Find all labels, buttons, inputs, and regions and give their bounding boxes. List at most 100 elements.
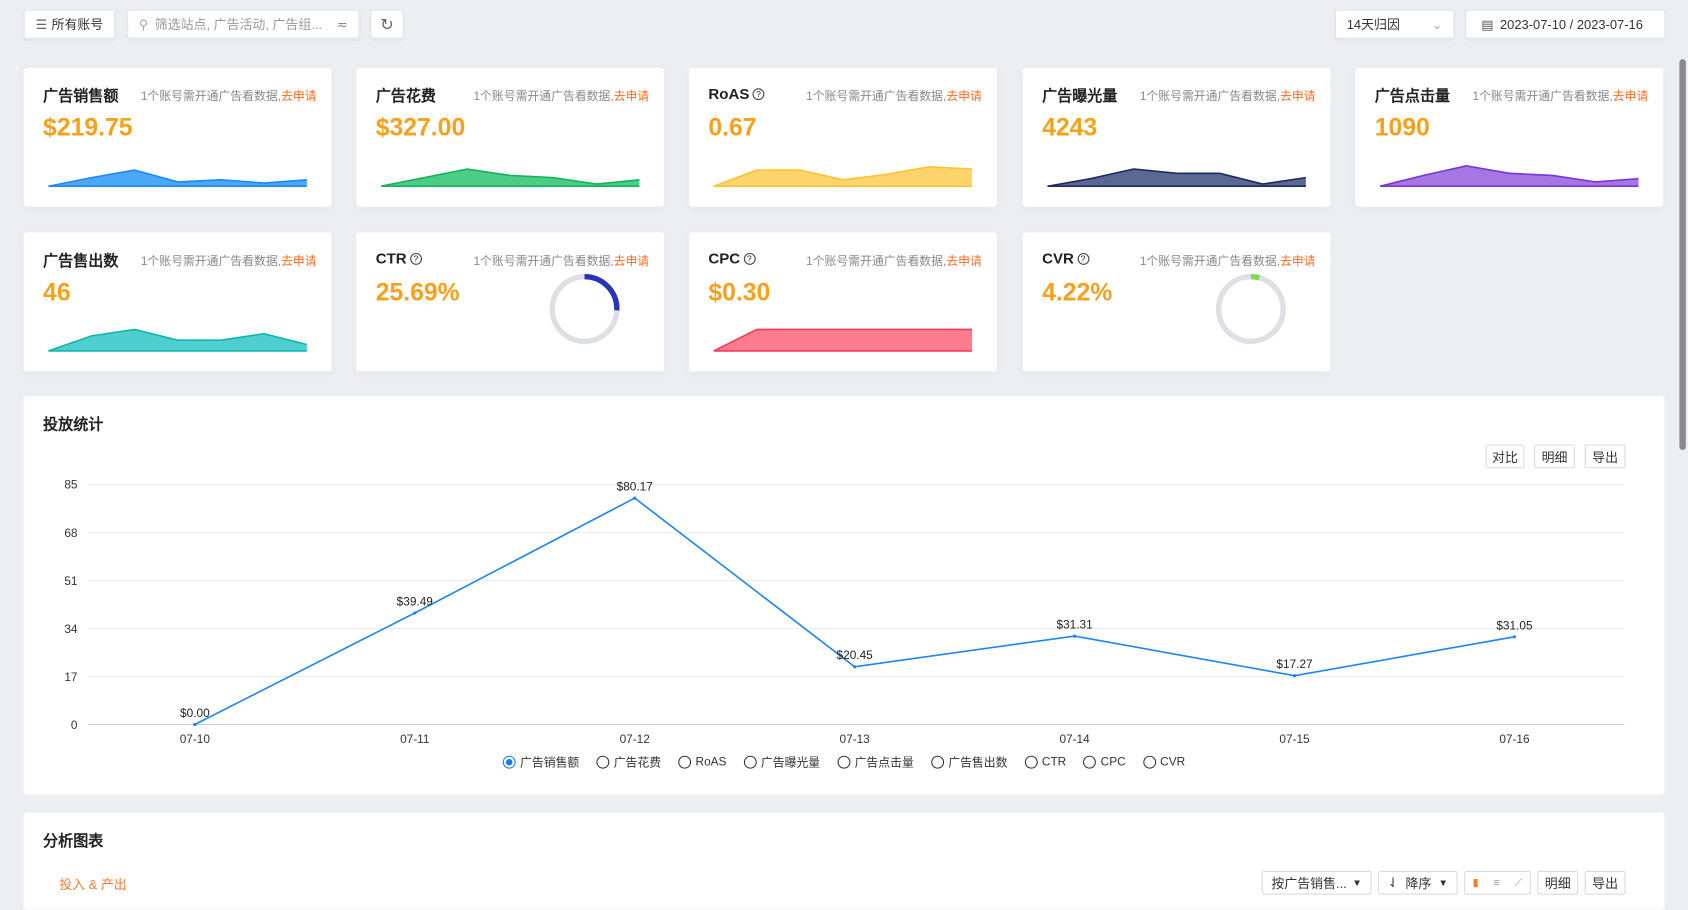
stats-panel: 投放统计 对比 明细 导出 0 17 34 51 68 85 07-10 07-11 07-12… [23, 396, 1665, 795]
sparkline-area [713, 329, 973, 351]
apply-link[interactable]: 去申请 [1279, 255, 1316, 269]
sort-by-select[interactable]: 按广告销售... ▼ [1261, 870, 1372, 895]
card-title: 广告销售额 [43, 87, 119, 105]
analysis-detail-button[interactable]: 明细 [1537, 870, 1579, 895]
apply-link[interactable]: 去申请 [613, 90, 650, 104]
card-notice: 1个账号需开通广告看数据,去申请 [140, 255, 317, 269]
help-icon[interactable]: ? [752, 87, 765, 100]
apply-link[interactable]: 去申请 [280, 90, 317, 104]
radio-icon[interactable] [837, 755, 851, 769]
legend-radio[interactable]: 广告曝光量 [743, 754, 820, 771]
y-tick-label: 17 [64, 670, 77, 684]
radio-icon[interactable] [931, 755, 944, 769]
radio-icon[interactable] [743, 755, 757, 769]
ring-progress [1215, 273, 1286, 344]
sparkline-line [1047, 168, 1306, 188]
help-icon[interactable]: ? [743, 252, 756, 265]
legend-radio[interactable]: 广告花费 [596, 754, 661, 771]
sparkline [1047, 168, 1306, 188]
card-value: $0.30 [708, 277, 771, 306]
compare-button[interactable]: 对比 [1485, 444, 1525, 469]
legend-radio[interactable]: CPC [1083, 754, 1126, 771]
legend-radio[interactable]: 广告销售额 [502, 754, 579, 771]
line-chart-icon[interactable]: ⟋ [1514, 876, 1523, 889]
scrollbar[interactable] [1679, 59, 1686, 450]
tab-input-output[interactable]: 投入 & 产出 [59, 877, 127, 893]
help-icon[interactable]: ? [1077, 252, 1089, 265]
card-title: 广告售出数 [43, 251, 119, 270]
radio-icon[interactable] [502, 755, 516, 769]
card-value: 4243 [1042, 113, 1098, 142]
help-icon[interactable]: ? [409, 252, 422, 265]
card-notice: 1个账号需开通广告看数据,去申请 [1472, 90, 1649, 104]
card-value: 46 [43, 277, 71, 306]
x-tick-label: 07-15 [1279, 732, 1310, 746]
legend-radio[interactable]: RoAS [678, 754, 726, 771]
radio-icon[interactable] [678, 755, 692, 769]
all-accounts-button[interactable]: ☰ 所有账号 [23, 9, 116, 39]
card-value: 25.69% [375, 277, 460, 306]
detail-button[interactable]: 明细 [1534, 444, 1575, 469]
sparkline [713, 328, 973, 352]
apply-link[interactable]: 去申请 [946, 90, 982, 104]
sparkline-area [713, 166, 973, 187]
card-notice: 1个账号需开通广告看数据,去申请 [806, 90, 982, 104]
attribution-select[interactable]: 14天归因 ⌄ [1334, 9, 1455, 39]
y-tick-label: 68 [64, 526, 78, 540]
data-label: $80.17 [617, 480, 653, 494]
legend-radio[interactable]: CTR [1024, 754, 1066, 771]
chevron-down-icon: ⌄ [1431, 16, 1443, 32]
radio-icon[interactable] [596, 755, 610, 769]
line-chart: 0 17 34 51 68 85 07-10 07-11 07-12 07-13 07-14 07-1… [64, 478, 1625, 746]
menu-icon: ☰ [35, 16, 48, 32]
caret-down-icon: ▼ [1352, 877, 1362, 889]
refresh-button[interactable]: ↻ [370, 9, 404, 39]
filter-icon[interactable]: ≂ [336, 16, 348, 32]
card-title: 广告点击量 [1374, 87, 1451, 105]
y-tick-label: 85 [64, 478, 78, 492]
horizontal-bar-icon[interactable]: ≡ [1493, 876, 1500, 889]
analysis-title: 分析图表 [43, 832, 104, 850]
chart-legend: 广告销售额 广告花费 RoAS 广告曝光量 广告点击量 广告售出数 CTR CPC CVR [24, 754, 1665, 771]
y-tick-label: 0 [71, 718, 78, 732]
analysis-export-button[interactable]: 导出 [1584, 870, 1626, 895]
chart-type-group: ▮ ≡ ⟋ [1464, 870, 1531, 895]
radio-icon[interactable] [1083, 755, 1097, 769]
sparkline [48, 169, 307, 188]
date-range-picker[interactable]: ▤ 2023-07-10 / 2023-07-16 [1465, 9, 1666, 39]
metric-card: RoAS? 1个账号需开通广告看数据,去申请 0.67 [688, 67, 997, 207]
card-notice: 1个账号需开通广告看数据,去申请 [1139, 90, 1316, 104]
metric-card: CVR? 1个账号需开通广告看数据,去申请 4.22% [1022, 232, 1331, 372]
apply-link[interactable]: 去申请 [946, 255, 982, 269]
export-button[interactable]: 导出 [1584, 444, 1626, 469]
data-label: $17.27 [1276, 657, 1312, 671]
data-label: $0.00 [180, 706, 210, 720]
legend-radio[interactable]: CVR [1142, 754, 1185, 771]
data-point [1292, 674, 1297, 678]
radio-icon[interactable] [1024, 755, 1038, 769]
legend-radio[interactable]: 广告售出数 [931, 754, 1007, 771]
order-select[interactable]: ⇃ 降序 ▼ [1377, 870, 1458, 895]
card-notice: 1个账号需开通广告看数据,去申请 [140, 90, 317, 104]
bar-chart-icon[interactable]: ▮ [1472, 876, 1479, 889]
card-value: 4.22% [1042, 277, 1113, 306]
radio-icon[interactable] [1142, 755, 1156, 769]
apply-link[interactable]: 去申请 [613, 255, 650, 269]
apply-link[interactable]: 去申请 [1612, 90, 1649, 104]
ring-progress [549, 273, 620, 344]
legend-radio[interactable]: 广告点击量 [837, 754, 914, 771]
sparkline-line [713, 328, 973, 352]
search-input[interactable]: ⚲ 筛选站点, 广告活动, 广告组... ≂ [127, 9, 360, 39]
card-title: CPC? [708, 250, 756, 267]
sparkline-area [1047, 169, 1306, 187]
data-label: $31.05 [1496, 618, 1533, 632]
data-label: $39.49 [397, 594, 434, 608]
sparkline-line [713, 166, 973, 187]
data-point [413, 611, 417, 615]
sparkline [713, 166, 973, 188]
apply-link[interactable]: 去申请 [280, 255, 317, 269]
metric-card: 广告曝光量 1个账号需开通广告看数据,去申请 4243 [1022, 67, 1331, 207]
card-title: 广告花费 [375, 87, 436, 105]
data-point [1512, 635, 1517, 639]
apply-link[interactable]: 去申请 [1279, 90, 1316, 104]
